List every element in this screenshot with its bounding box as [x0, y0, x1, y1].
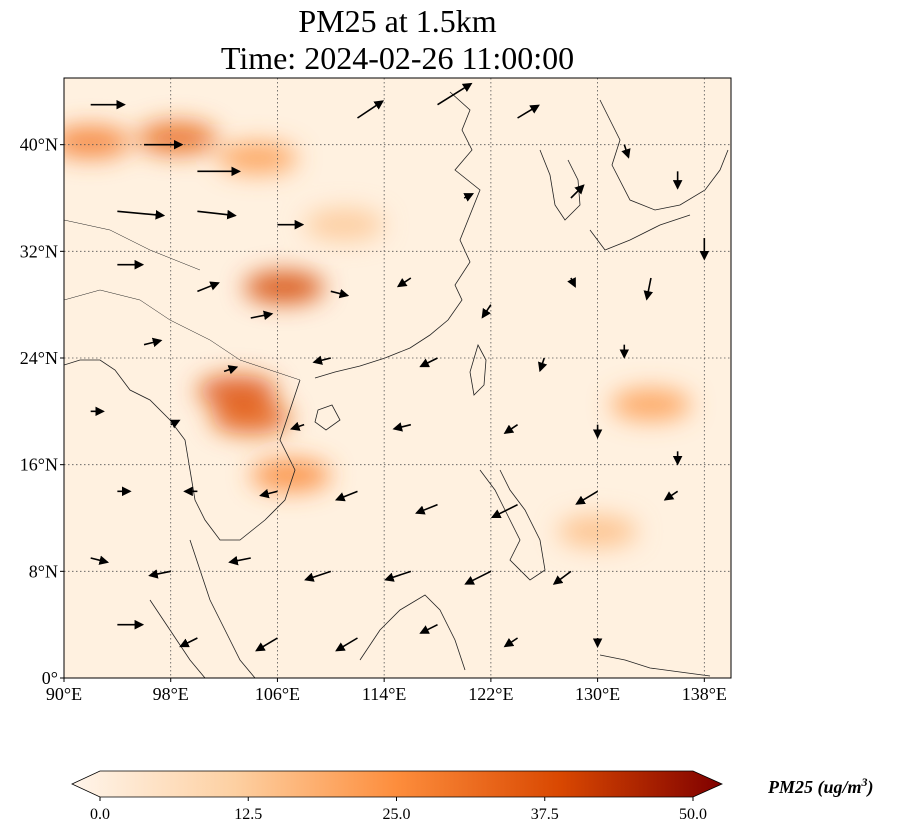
- colorbar-tick-label: 0.0: [90, 806, 110, 823]
- wind-arrow: [517, 104, 540, 119]
- colorbar-ticks: 0.0 12.5 25.0 37.5 50.0: [90, 797, 707, 823]
- wind-arrow: [169, 419, 181, 429]
- colorbar-title-close: ): [867, 777, 874, 797]
- wind-arrow: [419, 357, 438, 368]
- coastline-indochina: [64, 359, 301, 541]
- wind-arrow: [538, 357, 548, 373]
- pm25-hotspot: [210, 402, 291, 434]
- border-inland-1: [64, 289, 301, 381]
- coastline-new-guinea: [599, 654, 711, 677]
- title-line-2: Time: 2024-02-26 11:00:00: [220, 40, 575, 76]
- wind-arrow: [503, 424, 519, 434]
- wind-arrow: [357, 100, 385, 119]
- wind-arrow: [223, 365, 239, 375]
- wind-arrow: [197, 281, 220, 293]
- map-frame: [63, 77, 732, 679]
- wind-arrow: [464, 570, 492, 585]
- colorbar-bar: [71, 770, 723, 798]
- wind-arrow: [90, 555, 110, 565]
- colorbar-title-text: PM25 (ug/m: [768, 777, 862, 797]
- pm25-hotspot: [304, 208, 385, 241]
- wind-arrow: [575, 490, 599, 505]
- x-tick-label: 122°E: [468, 684, 513, 704]
- pm25-hotspot: [64, 126, 131, 158]
- wind-arrow: [335, 637, 358, 652]
- wind-arrow: [179, 637, 198, 648]
- wind-arrow: [481, 304, 492, 319]
- colorbar-title: PM25 (ug/m3): [768, 775, 874, 798]
- coastlines: [64, 91, 729, 678]
- y-tick-label: 8°N: [29, 561, 58, 581]
- colorbar-title-superscript: 3: [861, 775, 868, 789]
- colorbar-tick-label: 12.5: [234, 806, 262, 823]
- title-line-1: PM25 at 1.5km: [298, 3, 497, 39]
- wind-arrow: [463, 193, 475, 202]
- colorbar-tick-label: 25.0: [383, 806, 411, 823]
- wind-arrow: [570, 184, 585, 199]
- wind-arrow: [290, 421, 305, 431]
- wind-arrow: [643, 277, 654, 301]
- x-tick-label: 130°E: [575, 684, 620, 704]
- wind-arrow: [143, 337, 163, 348]
- colorbar-tick-label: 50.0: [679, 806, 707, 823]
- pm25-hotspot: [610, 388, 691, 421]
- wind-arrow: [621, 144, 631, 159]
- y-tick-label: 32°N: [20, 241, 58, 261]
- coastline-borneo: [359, 594, 466, 671]
- wind-arrow: [334, 490, 358, 502]
- x-tick-label: 114°E: [362, 684, 407, 704]
- coastline-china-east: [314, 91, 481, 379]
- wind-arrow: [117, 210, 166, 220]
- wind-arrow: [312, 355, 331, 365]
- map-area: [64, 78, 731, 678]
- pm25-hotspot: [250, 459, 331, 492]
- coastline-japan: [599, 99, 729, 211]
- pm25-hotspot: [244, 271, 325, 304]
- wind-arrow: [415, 503, 438, 515]
- wind-arrow: [396, 277, 412, 288]
- colorbar-tick-label: 37.5: [531, 806, 559, 823]
- wind-arrow: [250, 310, 274, 321]
- coastline-taiwan: [469, 343, 487, 396]
- coastline-japan-south: [589, 214, 691, 251]
- x-tick-label: 138°E: [682, 684, 727, 704]
- pm25-hotspot: [197, 375, 278, 408]
- pm25-hotspot: [217, 142, 298, 174]
- wind-arrow: [392, 422, 412, 432]
- y-tick-label: 16°N: [20, 455, 58, 475]
- wind-arrow: [255, 637, 278, 652]
- wind-arrow: [228, 555, 251, 566]
- wind-arrow: [197, 209, 237, 220]
- wind-arrow: [663, 490, 679, 501]
- wind-arrow: [304, 570, 332, 582]
- wind-arrow: [419, 623, 438, 634]
- wind-vectors: [90, 82, 710, 652]
- coastline-malay: [189, 539, 256, 678]
- y-tick-label: 0°: [42, 668, 58, 688]
- colorbar: 0.0 12.5 25.0 37.5 50.0: [71, 770, 723, 823]
- pm25-hotspot: [137, 122, 218, 154]
- wind-arrow: [503, 637, 519, 648]
- wind-arrow: [259, 488, 278, 499]
- x-tick-label: 98°E: [153, 684, 189, 704]
- coastline-hainan: [314, 404, 341, 431]
- wind-arrow: [330, 288, 350, 299]
- coastline-philippines: [479, 469, 546, 581]
- wind-arrow: [552, 570, 572, 585]
- wind-arrow: [384, 570, 412, 582]
- wind-arrow: [490, 503, 518, 518]
- coastline-korea: [539, 149, 581, 221]
- wind-arrow: [148, 569, 171, 579]
- wind-arrow: [437, 82, 473, 106]
- y-tick-label: 24°N: [20, 348, 58, 368]
- gridlines: [64, 78, 731, 678]
- x-tick-label: 90°E: [46, 684, 82, 704]
- y-tick-label: 40°N: [20, 135, 58, 155]
- axis-ticks: 90°E 98°E 106°E 114°E 122°E 130°E 138°E 0° 8°N 16…: [20, 135, 727, 704]
- map-background: [64, 78, 731, 678]
- wind-arrow: [567, 277, 576, 288]
- x-tick-label: 106°E: [255, 684, 300, 704]
- border-inland-2: [64, 219, 201, 271]
